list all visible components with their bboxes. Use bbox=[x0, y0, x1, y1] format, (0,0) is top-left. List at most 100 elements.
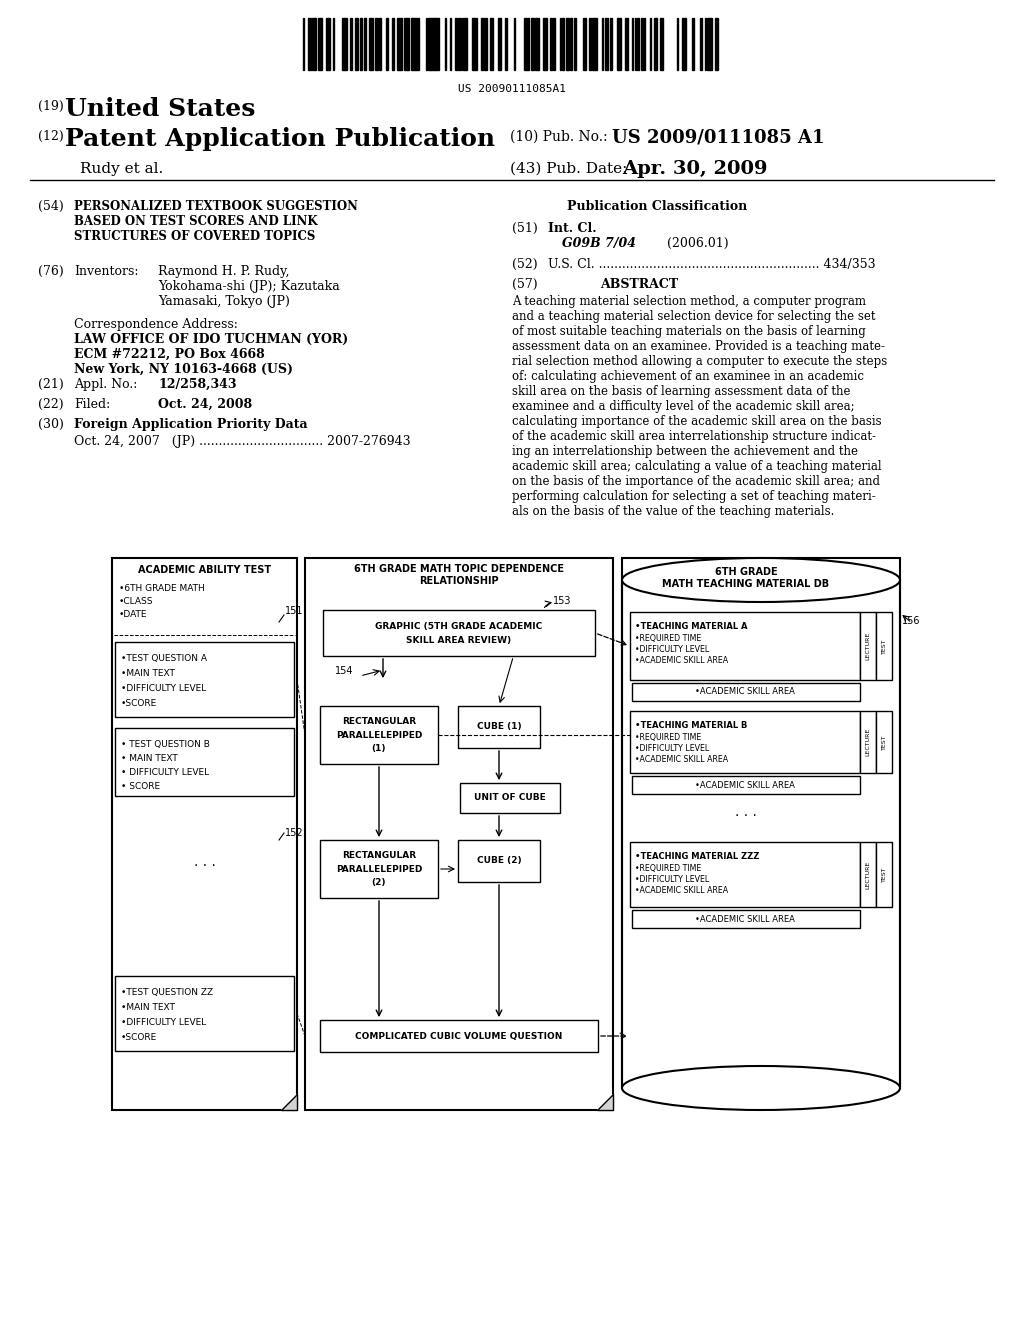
Bar bbox=[684, 18, 686, 70]
Bar bbox=[481, 18, 483, 70]
Bar bbox=[618, 18, 621, 70]
Bar bbox=[583, 18, 586, 70]
Text: • TEST QUESTION B: • TEST QUESTION B bbox=[121, 741, 210, 748]
Ellipse shape bbox=[622, 558, 900, 602]
Text: •DIFFICULTY LEVEL: •DIFFICULTY LEVEL bbox=[635, 645, 710, 653]
Text: •TEST QUESTION ZZ: •TEST QUESTION ZZ bbox=[121, 987, 213, 997]
Bar bbox=[313, 18, 315, 70]
Bar bbox=[692, 18, 694, 70]
Bar bbox=[345, 18, 347, 70]
Bar bbox=[625, 18, 627, 70]
Bar bbox=[499, 18, 501, 70]
Text: US 2009/0111085 A1: US 2009/0111085 A1 bbox=[612, 128, 824, 147]
Text: •REQUIRED TIME: •REQUIRED TIME bbox=[635, 865, 701, 873]
Bar bbox=[632, 682, 860, 701]
Bar bbox=[319, 840, 438, 898]
Text: Foreign Application Priority Data: Foreign Application Priority Data bbox=[74, 418, 307, 432]
Text: CUBE (1): CUBE (1) bbox=[477, 722, 521, 731]
Bar bbox=[527, 18, 529, 70]
Bar bbox=[570, 18, 572, 70]
Bar bbox=[876, 842, 892, 907]
Bar bbox=[318, 18, 319, 70]
Text: ABSTRACT: ABSTRACT bbox=[600, 279, 678, 290]
Text: •REQUIRED TIME: •REQUIRED TIME bbox=[635, 733, 701, 742]
Text: •TEST QUESTION A: •TEST QUESTION A bbox=[121, 653, 207, 663]
Bar bbox=[460, 783, 560, 813]
Bar bbox=[455, 18, 457, 70]
Bar bbox=[710, 18, 712, 70]
Bar bbox=[350, 18, 352, 70]
Text: Oct. 24, 2007   (JP) ................................ 2007-276943: Oct. 24, 2007 (JP) .....................… bbox=[74, 436, 411, 447]
Bar bbox=[532, 18, 534, 70]
Text: •DIFFICULTY LEVEL: •DIFFICULTY LEVEL bbox=[635, 744, 710, 752]
Bar bbox=[860, 612, 876, 680]
Text: (22): (22) bbox=[38, 399, 63, 411]
Bar bbox=[319, 706, 438, 764]
Bar bbox=[535, 18, 537, 70]
Bar bbox=[355, 18, 357, 70]
Text: (54): (54) bbox=[38, 201, 63, 213]
Bar bbox=[641, 18, 643, 70]
Bar bbox=[605, 18, 608, 70]
Bar bbox=[700, 18, 702, 70]
Bar bbox=[660, 18, 663, 70]
Bar bbox=[319, 1020, 598, 1052]
Polygon shape bbox=[597, 1094, 613, 1110]
Bar bbox=[323, 610, 595, 656]
Bar bbox=[115, 729, 294, 796]
Text: · · ·: · · · bbox=[194, 859, 215, 873]
Bar bbox=[505, 18, 507, 70]
Bar bbox=[630, 612, 860, 680]
Text: (43) Pub. Date:: (43) Pub. Date: bbox=[510, 162, 628, 176]
Bar bbox=[428, 18, 430, 70]
Text: (10) Pub. No.:: (10) Pub. No.: bbox=[510, 129, 607, 144]
Text: •TEACHING MATERIAL ZZZ: •TEACHING MATERIAL ZZZ bbox=[635, 851, 760, 861]
Bar bbox=[386, 18, 388, 70]
Text: MATH TEACHING MATERIAL DB: MATH TEACHING MATERIAL DB bbox=[663, 579, 829, 589]
Text: LECTURE: LECTURE bbox=[865, 861, 870, 888]
Text: 6TH GRADE MATH TOPIC DEPENDENCE: 6TH GRADE MATH TOPIC DEPENDENCE bbox=[354, 564, 564, 574]
Bar bbox=[637, 18, 639, 70]
Bar bbox=[435, 18, 438, 70]
Text: •DIFFICULTY LEVEL: •DIFFICULTY LEVEL bbox=[635, 875, 710, 884]
Bar bbox=[319, 18, 322, 70]
Bar bbox=[433, 18, 435, 70]
Text: (21): (21) bbox=[38, 378, 63, 391]
Text: CUBE (2): CUBE (2) bbox=[477, 857, 521, 866]
Text: · · ·: · · · bbox=[735, 809, 757, 822]
Bar bbox=[474, 18, 477, 70]
Text: • DIFFICULTY LEVEL: • DIFFICULTY LEVEL bbox=[121, 768, 209, 777]
Bar bbox=[574, 18, 575, 70]
Text: PARALLELEPIPED: PARALLELEPIPED bbox=[336, 865, 422, 874]
Bar bbox=[490, 18, 493, 70]
Text: Apr. 30, 2009: Apr. 30, 2009 bbox=[622, 160, 768, 178]
Text: 156: 156 bbox=[902, 616, 921, 626]
Bar bbox=[115, 975, 294, 1051]
Bar bbox=[632, 909, 860, 928]
Text: G09B 7/04: G09B 7/04 bbox=[562, 238, 636, 249]
Text: UNIT OF CUBE: UNIT OF CUBE bbox=[474, 793, 546, 803]
Text: •REQUIRED TIME: •REQUIRED TIME bbox=[635, 634, 701, 643]
Text: Int. Cl.: Int. Cl. bbox=[548, 222, 597, 235]
Text: TEST: TEST bbox=[882, 639, 887, 653]
Bar bbox=[112, 558, 297, 1110]
Text: •MAIN TEXT: •MAIN TEXT bbox=[121, 1003, 175, 1012]
Text: SKILL AREA REVIEW): SKILL AREA REVIEW) bbox=[407, 635, 512, 644]
Text: COMPLICATED CUBIC VOLUME QUESTION: COMPLICATED CUBIC VOLUME QUESTION bbox=[355, 1031, 562, 1040]
Text: Filed:: Filed: bbox=[74, 399, 111, 411]
Bar bbox=[524, 18, 526, 70]
Text: (1): (1) bbox=[372, 743, 386, 752]
Text: •SCORE: •SCORE bbox=[121, 700, 158, 708]
Text: 152: 152 bbox=[285, 828, 304, 838]
Text: GRAPHIC (5TH GRADE ACADEMIC: GRAPHIC (5TH GRADE ACADEMIC bbox=[376, 622, 543, 631]
Text: (2006.01): (2006.01) bbox=[667, 238, 729, 249]
Text: (52): (52) bbox=[512, 257, 538, 271]
Bar bbox=[876, 612, 892, 680]
Polygon shape bbox=[597, 1094, 613, 1110]
Text: LAW OFFICE OF IDO TUCHMAN (YOR)
ECM #72212, PO Box 4668
New York, NY 10163-4668 : LAW OFFICE OF IDO TUCHMAN (YOR) ECM #722… bbox=[74, 333, 348, 376]
Bar bbox=[458, 840, 540, 882]
Text: 12/258,343: 12/258,343 bbox=[158, 378, 237, 391]
Text: •SCORE: •SCORE bbox=[121, 1034, 158, 1041]
Text: Oct. 24, 2008: Oct. 24, 2008 bbox=[158, 399, 252, 411]
Bar bbox=[715, 18, 717, 70]
